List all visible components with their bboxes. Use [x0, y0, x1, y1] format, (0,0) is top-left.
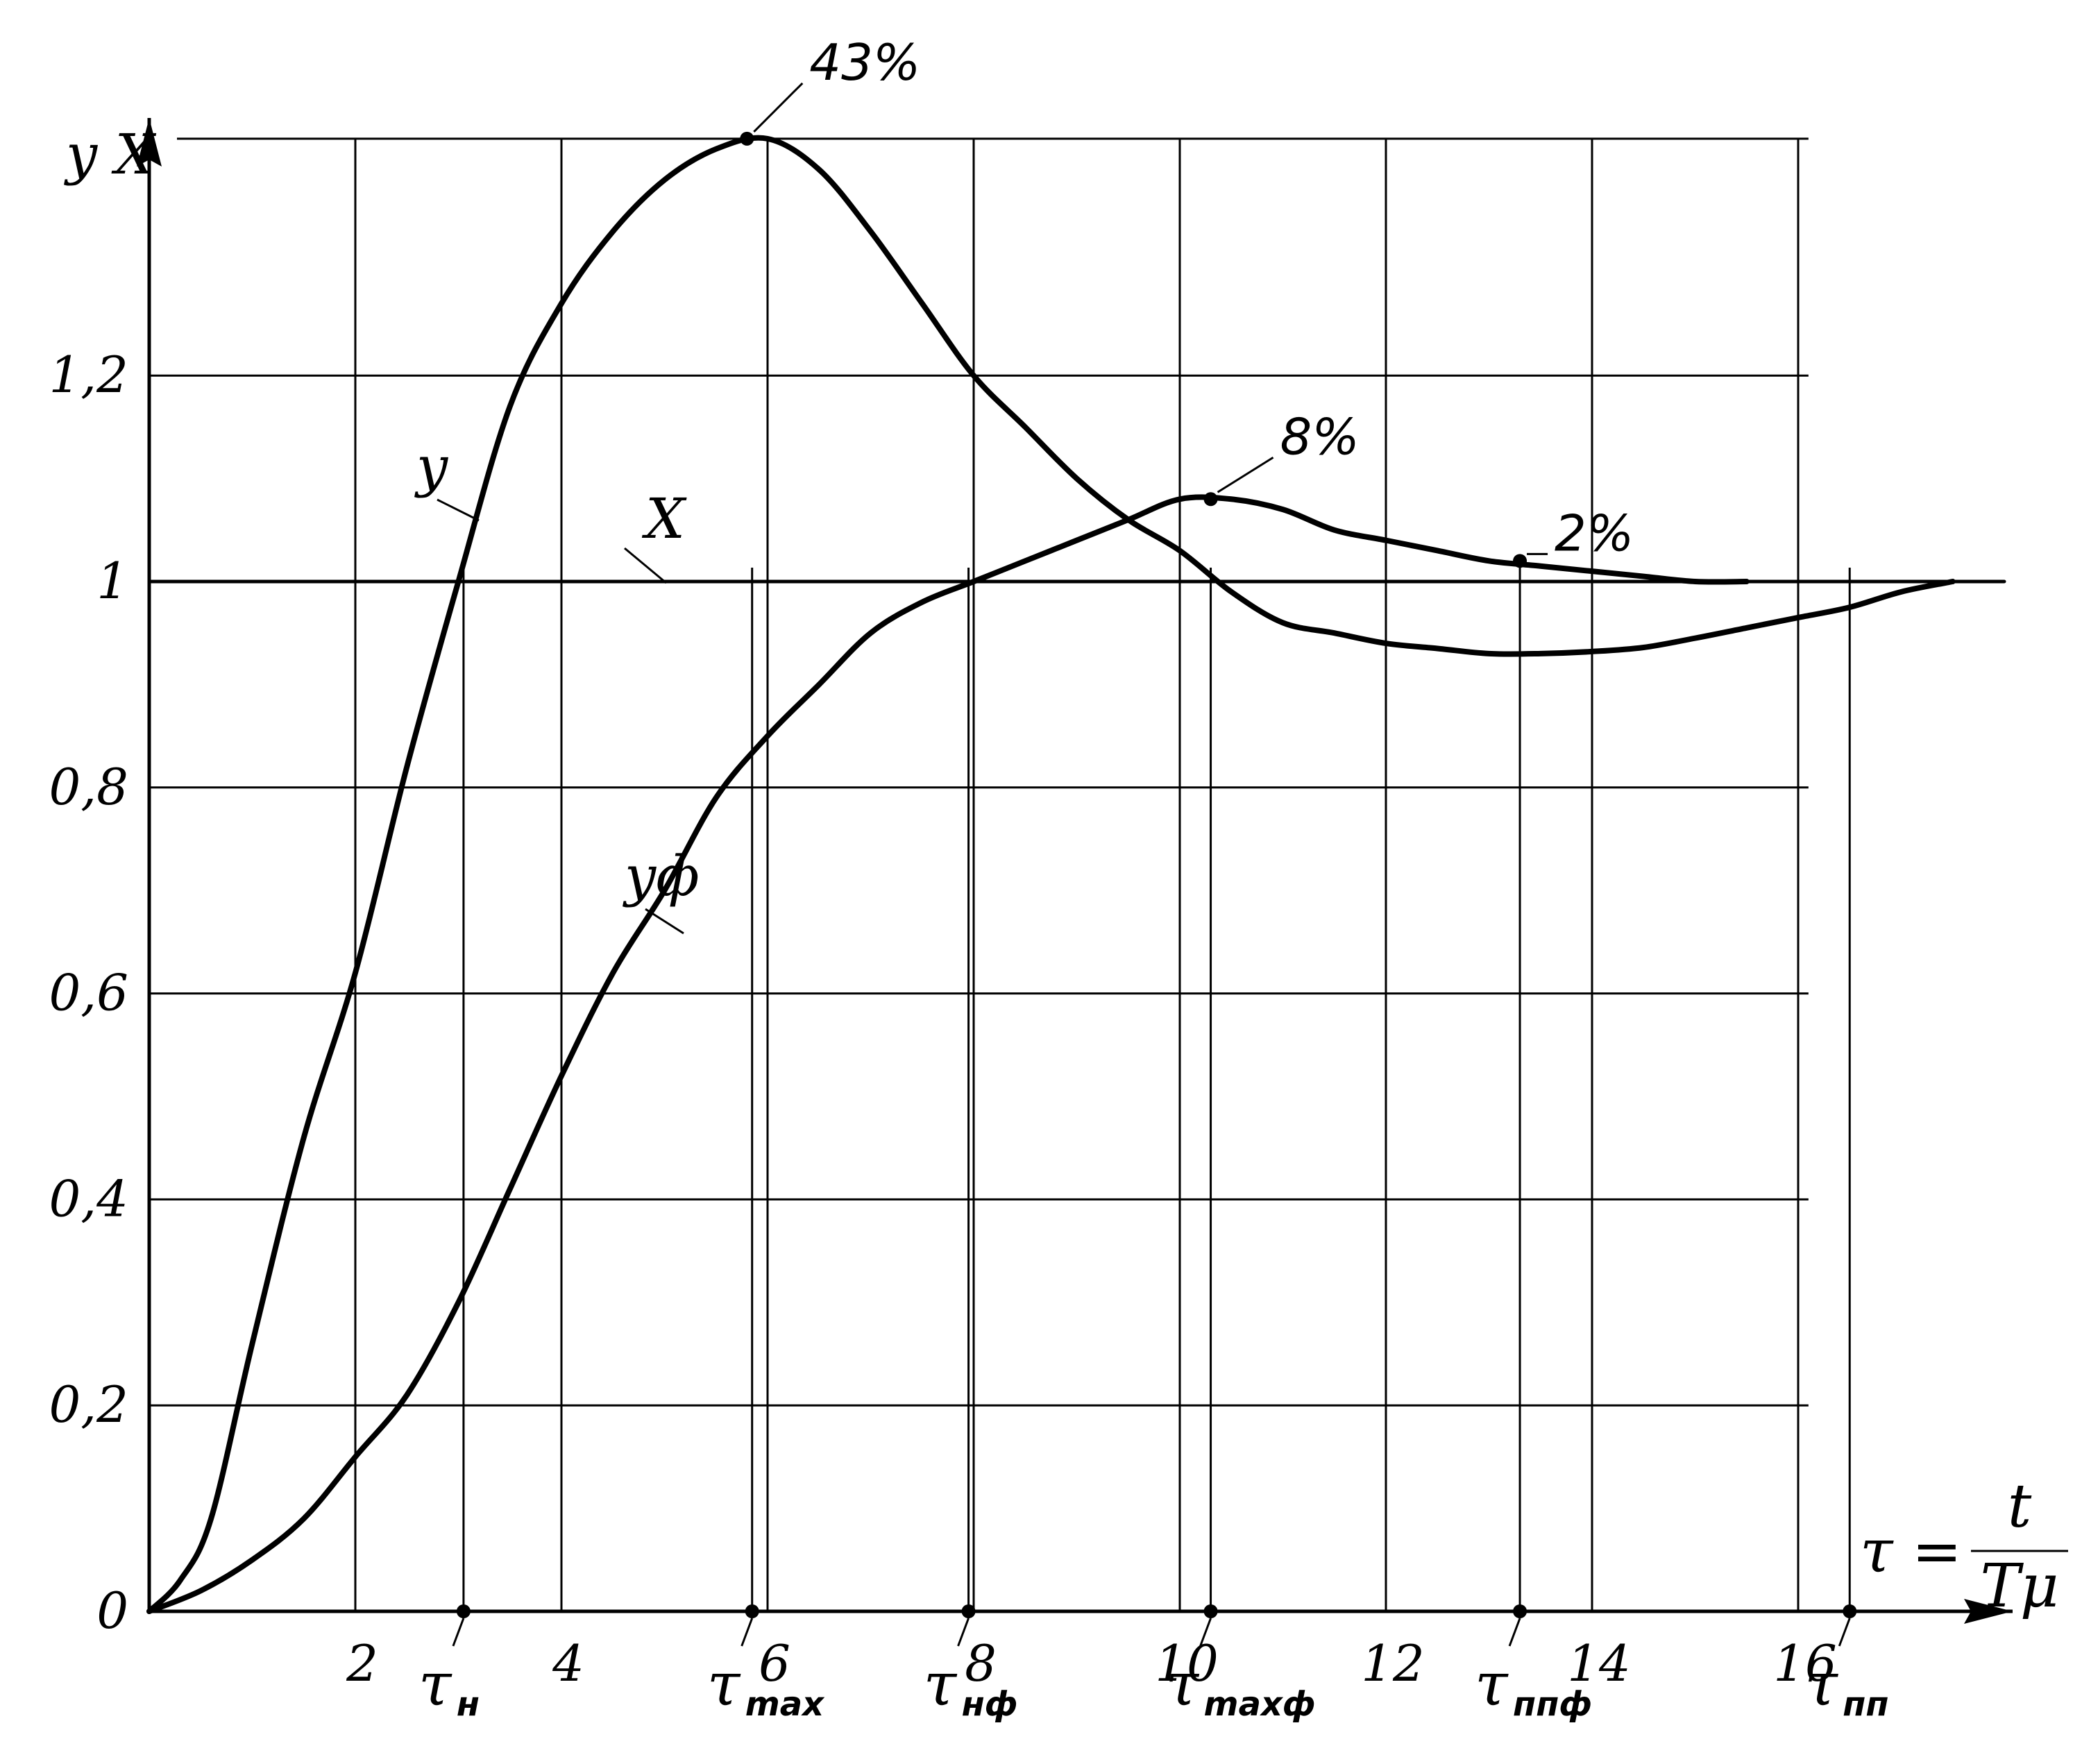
series-line-1 [146, 494, 1750, 1614]
series-label-leader [624, 547, 667, 584]
axes [137, 118, 2013, 1624]
series-label-leader [645, 908, 684, 935]
x-tick-label: 14 [1567, 1634, 1631, 1693]
tau-label-sub: maxф [1204, 1685, 1316, 1724]
y-tick-label: 0 [96, 1581, 128, 1640]
annotation-point [740, 131, 754, 146]
tau-leader [740, 1618, 754, 1647]
annotations: y yф X 43% 8% 2% [414, 33, 1634, 935]
annotation-leader [1217, 457, 1274, 493]
annotation-point [1513, 554, 1527, 568]
tau-point [1843, 1604, 1857, 1618]
x-tick-label: 16 [1773, 1634, 1837, 1693]
y-tick-label: 1 [96, 552, 128, 610]
series-label: X [641, 486, 687, 551]
annotation-label: 43% [809, 33, 920, 92]
tau-label-sub: max [745, 1685, 825, 1724]
annotation-leader [753, 82, 804, 133]
x-tick-label: 2 [346, 1634, 378, 1693]
y-tick-label: 0,6 [49, 964, 128, 1022]
x-axis-formula-numerator: t [2008, 1472, 2032, 1541]
x-axis-formula-lhs: τ = [1860, 1517, 1962, 1586]
y-axis-title: y X [64, 122, 157, 187]
x-axis-arrow [1964, 1599, 2013, 1624]
series-line-0 [146, 135, 1956, 1614]
tau-leader [1508, 1618, 1521, 1647]
tick-labels: y X 0 0,2 0,4 0,6 0,8 1 1,2 2 4 6 8 10 12 14 16 τ = t Tμ [49, 122, 2068, 1693]
x-tick-label: 12 [1361, 1634, 1425, 1693]
tau-label-main: τ [418, 1650, 452, 1720]
tau-label-sub: пп [1843, 1685, 1888, 1724]
x-tick-label: 10 [1155, 1634, 1219, 1693]
x-axis-formula-denominator: Tμ [1980, 1552, 2058, 1621]
y-axis-arrow [137, 118, 162, 167]
series-label: y [414, 434, 449, 499]
series-label-leader [437, 498, 480, 522]
tau-point [1203, 1604, 1218, 1618]
tau-point [1513, 1604, 1527, 1618]
tau-label-main: τ [707, 1650, 741, 1720]
x-tick-label: 4 [552, 1634, 584, 1693]
tau-label-main: τ [1804, 1650, 1838, 1720]
tau-leader [957, 1618, 970, 1647]
tau-point [745, 1604, 759, 1618]
tau-leader [1199, 1618, 1212, 1647]
x-tick-label: 8 [965, 1634, 997, 1693]
tau-leader [1838, 1618, 1851, 1647]
curves [146, 135, 2006, 1614]
tau-label-sub: н [457, 1685, 480, 1724]
tau-label-sub: ппф [1513, 1685, 1592, 1724]
y-tick-label: 0,8 [49, 758, 128, 816]
tau-label-sub: нф [962, 1685, 1018, 1724]
series-label: yф [623, 844, 700, 908]
annotation-label: 2% [1555, 504, 1634, 562]
y-tick-label: 0,4 [49, 1169, 128, 1228]
tau-label-main: τ [924, 1650, 958, 1720]
tau-point [961, 1604, 976, 1618]
tau-markers: τ н τ max τ нф τ maxф τ ппф τ пп [418, 568, 1889, 1724]
y-tick-label: 0,2 [49, 1375, 128, 1434]
annotation-point [1203, 492, 1218, 507]
tau-label-main: τ [1166, 1650, 1200, 1720]
grid [149, 137, 1809, 1611]
tau-label-main: τ [1475, 1650, 1509, 1720]
x-tick-label: 6 [759, 1634, 790, 1693]
y-tick-label: 1,2 [49, 346, 128, 404]
tau-leader [452, 1618, 465, 1647]
tau-point [456, 1604, 471, 1618]
annotation-label: 8% [1280, 407, 1360, 466]
